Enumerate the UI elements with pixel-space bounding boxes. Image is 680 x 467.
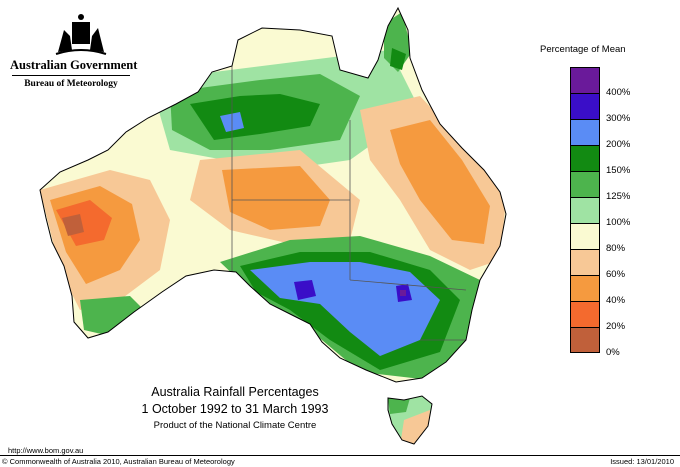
west-deep-region xyxy=(62,214,84,236)
legend-label: 20% xyxy=(606,321,626,332)
legend-swatch xyxy=(570,327,600,353)
legend-label: 200% xyxy=(606,139,631,150)
south-violet-spot xyxy=(400,290,406,296)
south-purple-region xyxy=(294,280,316,300)
legend-label: 150% xyxy=(606,165,631,176)
tasmania-outline xyxy=(387,395,433,445)
legend-swatch xyxy=(570,301,600,327)
legend-swatch xyxy=(570,119,600,145)
east-orange-region xyxy=(390,120,490,244)
legend-swatch xyxy=(570,223,600,249)
bureau-name: Bureau of Meteorology xyxy=(24,79,118,89)
footer-divider xyxy=(0,455,680,456)
legend-color-bar xyxy=(570,67,600,353)
legend-label: 400% xyxy=(606,87,631,98)
legend-title: Percentage of Mean xyxy=(540,44,626,55)
legend-label: 100% xyxy=(606,217,631,228)
map-title: Australia Rainfall Percentages xyxy=(151,385,319,399)
legend-label: 40% xyxy=(606,295,626,306)
state-borders xyxy=(231,66,467,341)
southwest-green-region xyxy=(80,296,150,336)
coat-of-arms-icon xyxy=(55,14,107,55)
copyright-text: © Commonwealth of Australia 2010, Austra… xyxy=(2,457,235,466)
map-date-range: 1 October 1992 to 31 March 1993 xyxy=(141,402,329,416)
issued-date: Issued: 13/01/2010 xyxy=(610,457,674,466)
north-green-region xyxy=(190,94,320,140)
legend-swatch xyxy=(570,249,600,275)
website-url: http://www.bom.gov.au xyxy=(8,446,84,455)
legend-label: 300% xyxy=(606,113,631,124)
legend-swatch xyxy=(570,171,600,197)
legend-swatch xyxy=(570,197,600,223)
map-product-credit: Product of the National Climate Centre xyxy=(153,420,317,431)
legend-swatch xyxy=(570,67,600,93)
legend-label: 0% xyxy=(606,347,620,358)
legend-label: 80% xyxy=(606,243,626,254)
cape-york-green xyxy=(390,48,406,70)
legend-swatch xyxy=(570,275,600,301)
legend-label: 125% xyxy=(606,191,631,202)
government-logo xyxy=(10,10,134,94)
legend-swatch xyxy=(570,145,600,171)
legend-label: 60% xyxy=(606,269,626,280)
map-title-block: Australia Rainfall Percentages 1 October… xyxy=(120,384,350,433)
logo-divider xyxy=(12,75,130,76)
legend-swatch xyxy=(570,93,600,119)
government-name: Australian Government xyxy=(10,58,138,72)
central-orange-region xyxy=(222,166,330,230)
